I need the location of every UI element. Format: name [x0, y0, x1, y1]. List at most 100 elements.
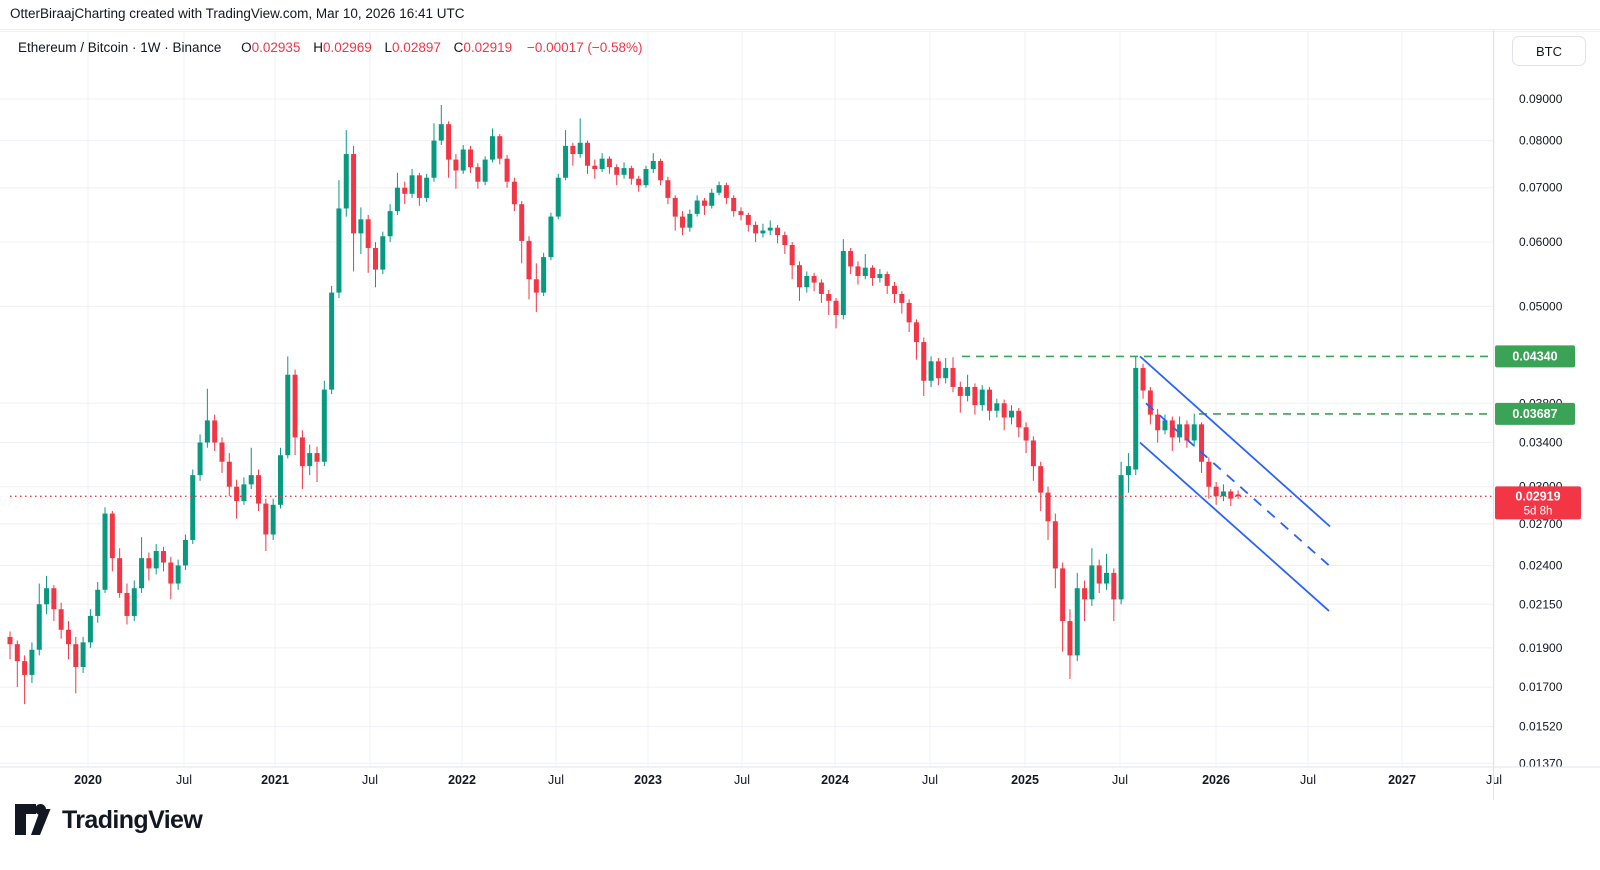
- candle: [965, 374, 971, 402]
- candle: [1104, 553, 1109, 590]
- candle: [380, 231, 386, 275]
- time-tick-label[interactable]: 2024: [821, 773, 849, 787]
- chart-canvas[interactable]: 0.090000.080000.070000.060000.050000.038…: [0, 30, 1600, 800]
- candle-body: [102, 513, 108, 590]
- candle-body: [131, 588, 137, 616]
- candle-body: [1111, 572, 1117, 600]
- candle: [826, 289, 832, 316]
- candle-body: [124, 592, 130, 616]
- candle-body: [1147, 390, 1153, 415]
- symbol-title[interactable]: Ethereum / Bitcoin · 1W · Binance: [18, 40, 222, 55]
- time-tick-label[interactable]: Jul: [1112, 773, 1128, 787]
- time-tick-label[interactable]: 2027: [1388, 773, 1416, 787]
- candle: [416, 172, 422, 206]
- time-tick-label[interactable]: Jul: [362, 773, 378, 787]
- price-tick-label[interactable]: 0.01520: [1519, 720, 1563, 734]
- candle-body: [438, 124, 444, 141]
- candle: [1111, 568, 1117, 622]
- candle: [519, 201, 525, 264]
- time-tick-label[interactable]: 2026: [1202, 773, 1230, 787]
- candle-body: [687, 213, 693, 228]
- attribution-text: OtterBiraajCharting created with Trading…: [10, 6, 465, 21]
- candle: [1220, 484, 1226, 502]
- candle: [1067, 609, 1073, 679]
- time-tick-label[interactable]: 2022: [448, 773, 476, 787]
- candle: [58, 602, 64, 639]
- time-tick-label[interactable]: Jul: [922, 773, 938, 787]
- candle: [212, 414, 218, 451]
- time-tick-label[interactable]: Jul: [176, 773, 192, 787]
- candle: [913, 319, 919, 360]
- candle: [1199, 422, 1205, 473]
- candle-body: [270, 504, 276, 535]
- price-tick-label[interactable]: 0.03400: [1519, 436, 1563, 450]
- candle-body: [1001, 403, 1007, 418]
- candle: [1016, 407, 1022, 438]
- price-tick-label[interactable]: 0.02700: [1519, 517, 1563, 531]
- candle: [680, 211, 686, 236]
- candle: [1052, 513, 1058, 589]
- time-tick-label[interactable]: 2021: [261, 773, 289, 787]
- time-tick-label[interactable]: 2025: [1011, 773, 1039, 787]
- candle: [1235, 490, 1241, 500]
- candle: [753, 221, 759, 243]
- candle-body: [292, 374, 298, 438]
- time-tick-label[interactable]: Jul: [1300, 773, 1316, 787]
- candle-body: [1016, 410, 1022, 428]
- candle-body: [1118, 475, 1124, 600]
- candle-body: [197, 442, 203, 476]
- price-tick-label[interactable]: 0.02400: [1519, 558, 1563, 572]
- tradingview-logo[interactable]: TradingView: [14, 803, 203, 837]
- candle-body: [957, 386, 963, 396]
- candle: [438, 104, 444, 146]
- candle-body: [277, 455, 283, 505]
- candle-body: [1169, 420, 1175, 438]
- price-tick-label[interactable]: 0.09000: [1519, 92, 1563, 106]
- candle: [775, 224, 781, 244]
- candle-body: [351, 154, 357, 234]
- candle: [175, 559, 181, 590]
- candle: [482, 156, 488, 186]
- price-tick-label[interactable]: 0.08000: [1519, 134, 1563, 148]
- candle-body: [109, 513, 115, 559]
- currency-toggle-button[interactable]: BTC: [1512, 36, 1586, 66]
- price-tick-label[interactable]: 0.01900: [1519, 641, 1563, 655]
- candle-body: [409, 175, 415, 194]
- price-tick-label[interactable]: 0.05000: [1519, 299, 1563, 313]
- candle: [577, 118, 583, 158]
- candle: [109, 511, 115, 572]
- channel-trendline[interactable]: [1139, 355, 1331, 528]
- footer: TradingView: [0, 800, 1600, 870]
- price-tick-label[interactable]: 0.02150: [1519, 597, 1563, 611]
- candle: [1213, 482, 1219, 505]
- candle-body: [1235, 494, 1241, 497]
- candle-body: [168, 562, 174, 584]
- candle: [862, 254, 868, 280]
- time-tick-label[interactable]: Jul: [734, 773, 750, 787]
- candle-body: [541, 257, 547, 293]
- candle-body: [650, 160, 656, 170]
- symbol-legend[interactable]: Ethereum / Bitcoin · 1W · Binance O0.029…: [18, 40, 643, 55]
- time-tick-label[interactable]: 2023: [634, 773, 662, 787]
- candle-body: [892, 285, 898, 294]
- candle-body: [58, 609, 64, 630]
- candle-body: [95, 589, 101, 616]
- price-tick-label[interactable]: 0.06000: [1519, 235, 1563, 249]
- channel-trendline[interactable]: [1139, 441, 1330, 612]
- candle-body: [1206, 461, 1212, 487]
- candle-body: [336, 208, 342, 293]
- price-tick-label[interactable]: 0.01370: [1519, 756, 1563, 770]
- candle-body: [694, 200, 700, 214]
- candle: [446, 121, 452, 178]
- price-tick-label[interactable]: 0.07000: [1519, 181, 1563, 195]
- candle: [182, 534, 188, 570]
- time-tick-label[interactable]: Jul: [548, 773, 564, 787]
- price-level-label-text: 0.03687: [1512, 407, 1557, 421]
- candle-body: [234, 486, 240, 502]
- channel-trendline[interactable]: [1145, 402, 1330, 567]
- candle-body: [161, 551, 167, 563]
- candle-body: [1162, 420, 1168, 431]
- time-tick-label[interactable]: 2020: [74, 773, 102, 787]
- open-label: O: [241, 40, 252, 55]
- price-tick-label[interactable]: 0.01700: [1519, 680, 1563, 694]
